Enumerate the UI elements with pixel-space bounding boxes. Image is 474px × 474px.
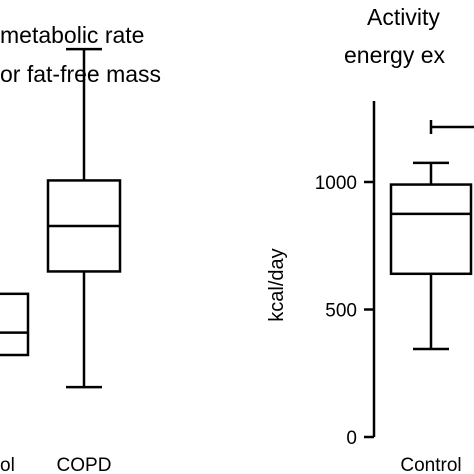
significance-bracket	[429, 120, 474, 134]
right-title-line-2: energy ex	[344, 42, 446, 68]
y-tick-label-500: 500	[325, 301, 357, 322]
y-tick-label-1000: 1000	[315, 173, 357, 194]
right-title-line-1: Activity	[367, 4, 440, 30]
left-title-line-1: metabolic rate	[0, 22, 144, 48]
y-tick-label-0: 0	[346, 428, 357, 449]
right-y-axis-label: kcal/day	[266, 248, 288, 321]
left-category-label-control: ol	[0, 455, 15, 474]
right-category-label-control: Control	[400, 455, 461, 474]
left-title-line-2: or fat-free mass	[0, 61, 161, 87]
left-box-plot: metabolic rate or fat-free mass ol COPD	[0, 22, 161, 474]
ol-box	[0, 292, 30, 357]
right-box-plot: Activity energy ex 0 500 1000 kcal/day Con…	[266, 4, 474, 474]
control-box	[389, 183, 473, 276]
left-category-label-copd: COPD	[57, 455, 112, 474]
